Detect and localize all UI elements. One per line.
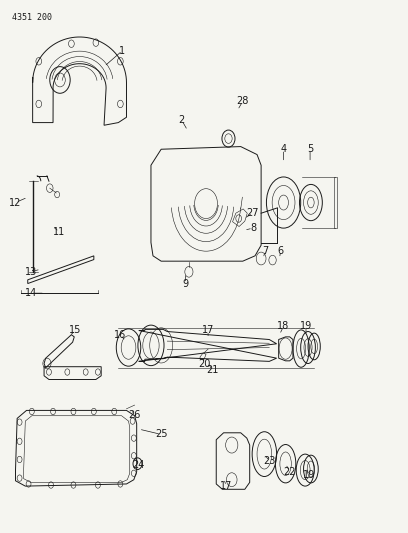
- Text: 19: 19: [300, 321, 312, 331]
- Text: 21: 21: [206, 366, 218, 375]
- Text: 28: 28: [237, 96, 249, 106]
- Text: 27: 27: [247, 208, 259, 218]
- Text: 6: 6: [277, 246, 284, 255]
- Text: 22: 22: [284, 467, 296, 477]
- Text: 13: 13: [24, 267, 37, 277]
- Text: 15: 15: [69, 326, 82, 335]
- Text: 11: 11: [53, 227, 65, 237]
- Text: 18: 18: [277, 321, 290, 331]
- Text: 17: 17: [202, 326, 214, 335]
- Text: 24: 24: [133, 460, 145, 470]
- Text: 4: 4: [280, 144, 287, 154]
- Text: 7: 7: [262, 246, 268, 255]
- Text: 9: 9: [182, 279, 189, 288]
- Text: 8: 8: [250, 223, 256, 233]
- Text: 2: 2: [178, 115, 185, 125]
- Text: 20: 20: [199, 359, 211, 368]
- Text: 25: 25: [155, 430, 167, 439]
- Text: 16: 16: [114, 330, 126, 340]
- Text: 23: 23: [263, 456, 275, 466]
- Text: 26: 26: [129, 410, 141, 419]
- Text: 12: 12: [9, 198, 22, 207]
- Text: 1: 1: [119, 46, 126, 55]
- Text: 17: 17: [220, 481, 233, 491]
- Text: 14: 14: [24, 288, 37, 298]
- Text: 5: 5: [307, 144, 313, 154]
- Text: 4351 200: 4351 200: [12, 13, 52, 22]
- Text: 19: 19: [303, 471, 315, 480]
